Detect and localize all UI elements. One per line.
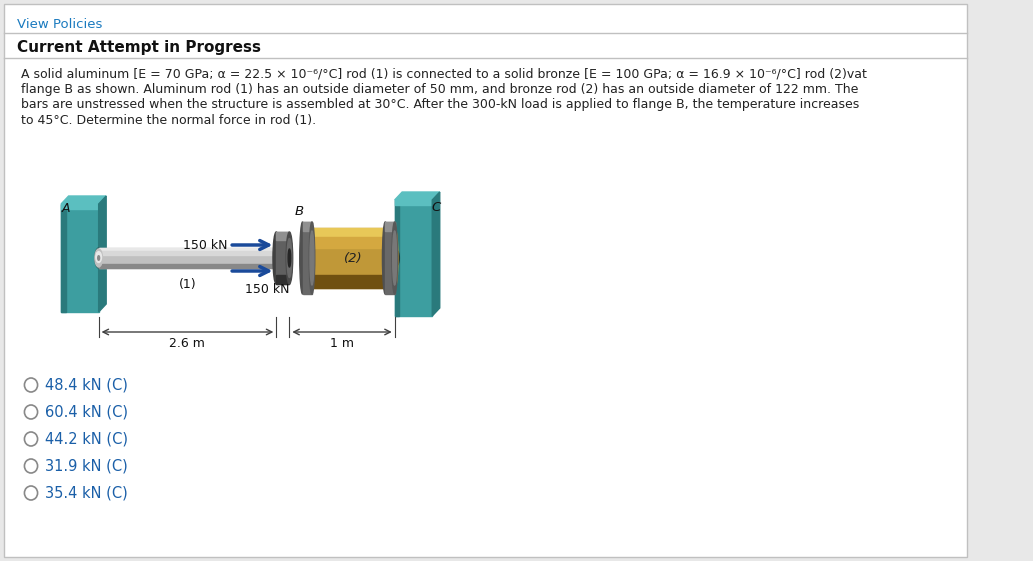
Ellipse shape	[390, 247, 399, 269]
Text: A solid aluminum [E = 70 GPa; α = 22.5 × 10⁻⁶/°C] rod (1) is connected to a soli: A solid aluminum [E = 70 GPa; α = 22.5 ×…	[21, 67, 867, 80]
Bar	[303, 228, 395, 237]
Text: to 45°C. Determine the normal force in rod (1).: to 45°C. Determine the normal force in r…	[21, 113, 316, 126]
Polygon shape	[432, 192, 440, 316]
Bar	[276, 232, 289, 284]
Polygon shape	[395, 192, 440, 200]
Ellipse shape	[393, 231, 397, 285]
Bar	[61, 204, 66, 312]
Text: 35.4 kN (C): 35.4 kN (C)	[45, 485, 128, 500]
Ellipse shape	[273, 232, 280, 284]
Ellipse shape	[392, 228, 398, 288]
Polygon shape	[61, 196, 106, 204]
Bar	[99, 248, 277, 251]
Bar	[61, 204, 99, 312]
Ellipse shape	[300, 222, 306, 294]
Text: 31.9 kN (C): 31.9 kN (C)	[45, 458, 128, 473]
Ellipse shape	[392, 222, 398, 294]
Bar	[303, 274, 395, 288]
Bar	[395, 200, 400, 316]
Text: bars are unstressed when the structure is assembled at 30°C. After the 300-kN lo: bars are unstressed when the structure i…	[21, 98, 858, 111]
Text: A: A	[62, 201, 70, 214]
Ellipse shape	[382, 222, 388, 294]
Bar	[99, 248, 277, 268]
Text: 150 kN: 150 kN	[245, 283, 289, 296]
Ellipse shape	[287, 238, 291, 278]
Ellipse shape	[288, 249, 290, 267]
Bar	[385, 222, 395, 231]
Text: B: B	[294, 205, 304, 218]
Text: 1 m: 1 m	[330, 337, 354, 350]
Text: 60.4 kN (C): 60.4 kN (C)	[45, 404, 128, 420]
Text: flange B as shown. Aluminum rod (1) has an outside diameter of 50 mm, and bronze: flange B as shown. Aluminum rod (1) has …	[21, 82, 858, 95]
Ellipse shape	[98, 250, 103, 266]
Circle shape	[25, 432, 37, 446]
Ellipse shape	[393, 236, 397, 274]
Bar	[385, 222, 395, 294]
Text: (1): (1)	[179, 278, 196, 291]
Circle shape	[25, 378, 37, 392]
Ellipse shape	[96, 252, 101, 263]
Bar	[303, 228, 395, 288]
Bar	[61, 204, 99, 209]
Bar	[303, 222, 312, 294]
Ellipse shape	[310, 231, 314, 285]
Bar	[99, 251, 277, 255]
Text: C: C	[432, 201, 441, 214]
Bar	[99, 264, 277, 268]
Bar	[395, 200, 432, 205]
Text: 150 kN: 150 kN	[183, 238, 227, 251]
Text: 44.2 kN (C): 44.2 kN (C)	[45, 431, 128, 447]
Bar	[395, 200, 432, 316]
Text: View Policies: View Policies	[17, 18, 102, 31]
Bar	[303, 237, 395, 247]
Bar	[276, 275, 289, 284]
Circle shape	[25, 405, 37, 419]
Polygon shape	[99, 196, 106, 312]
Text: Current Attempt in Progress: Current Attempt in Progress	[17, 40, 261, 55]
Ellipse shape	[309, 222, 315, 294]
Ellipse shape	[95, 249, 102, 267]
Ellipse shape	[286, 232, 292, 284]
Bar	[303, 222, 312, 231]
Ellipse shape	[98, 256, 99, 260]
Text: (2): (2)	[344, 251, 363, 264]
Ellipse shape	[95, 248, 102, 268]
Circle shape	[25, 486, 37, 500]
Text: 48.4 kN (C): 48.4 kN (C)	[45, 378, 128, 393]
Bar	[276, 232, 289, 240]
Circle shape	[25, 459, 37, 473]
Text: 2.6 m: 2.6 m	[169, 337, 205, 350]
Ellipse shape	[394, 251, 400, 265]
